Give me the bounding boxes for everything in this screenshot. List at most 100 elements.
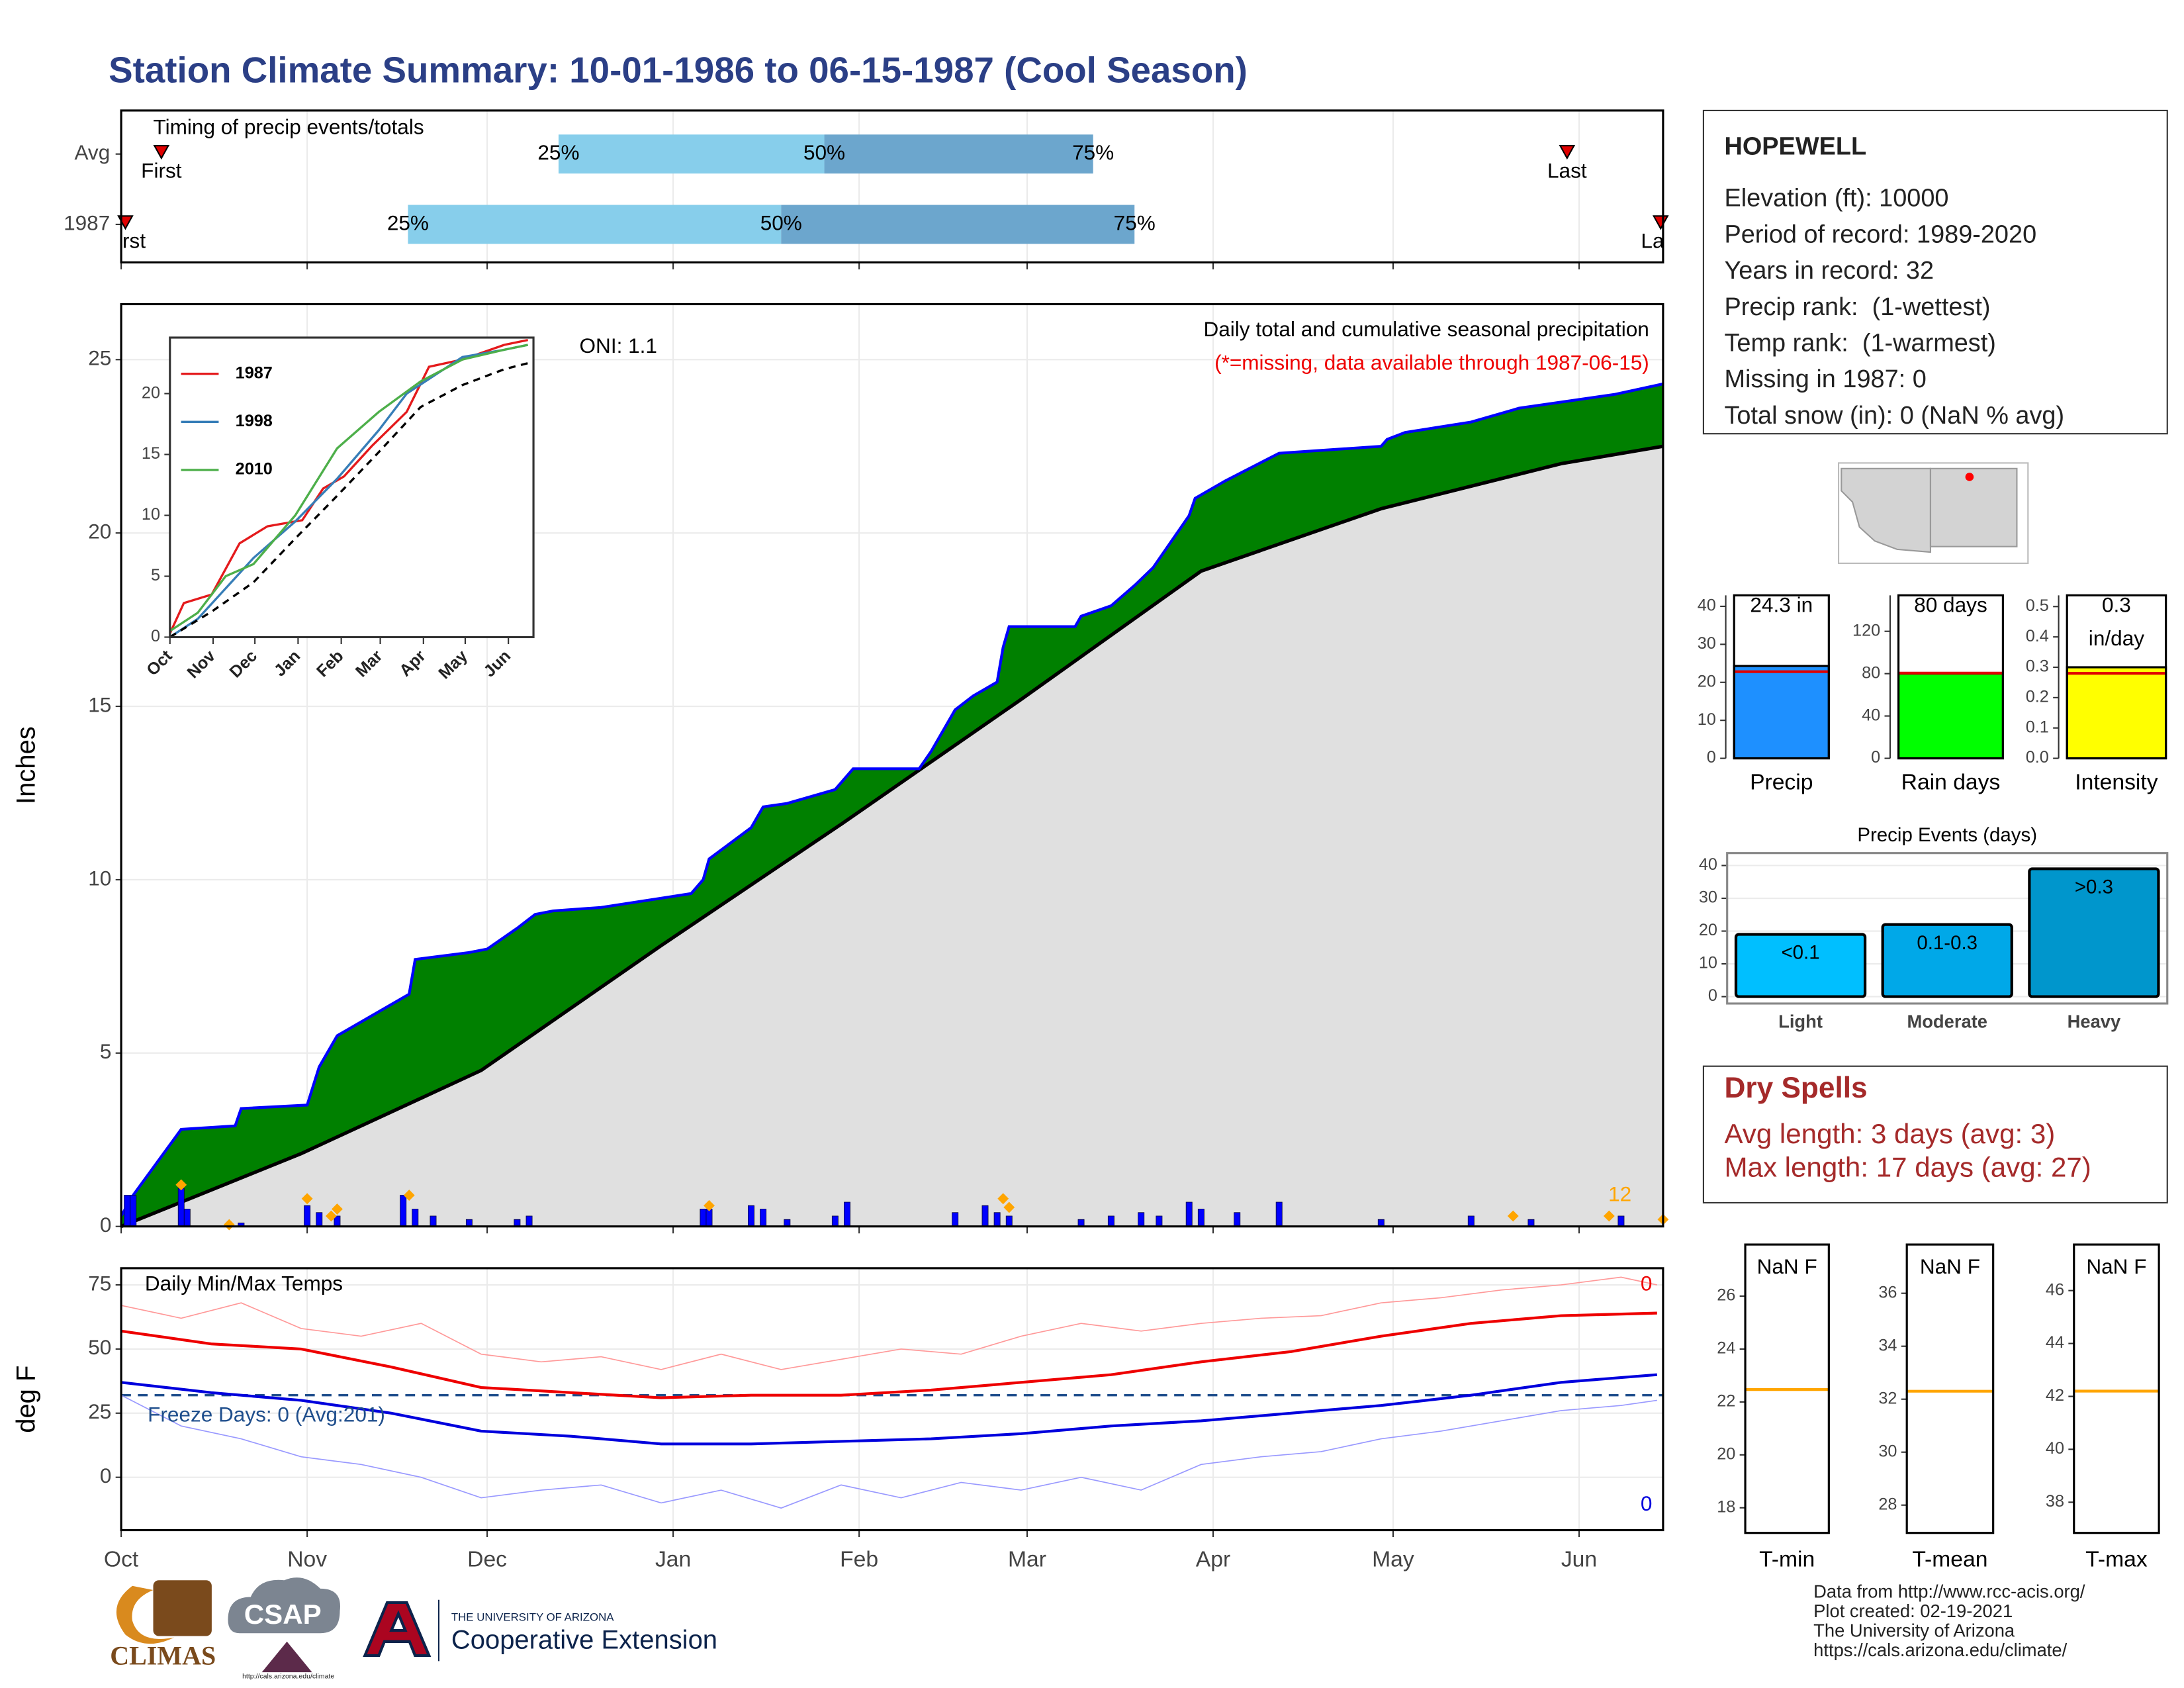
page-title: Station Climate Summary: 10-01-1986 to 0…: [109, 50, 1248, 91]
dry-spell-line: Avg length: 3 days (avg: 3): [1724, 1118, 2055, 1149]
average-area: [121, 446, 1663, 1227]
x-tick-label: May: [1372, 1548, 1414, 1572]
y-tick-label: 20: [142, 383, 160, 402]
y-tick-label: 80: [1862, 663, 1880, 682]
daily-bar: [130, 1195, 137, 1227]
plot-frame: [2073, 1243, 2160, 1534]
row-label: Avg: [74, 140, 110, 164]
y-tick-label: 0.5: [2026, 596, 2049, 615]
climas-text: CLIMAS: [110, 1640, 216, 1670]
station-line: Total snow (in): 0 (NaN % avg): [1724, 402, 2064, 430]
timing-label: Last: [1547, 158, 1587, 182]
y-tick-label: 10: [88, 866, 111, 890]
value-box: [1897, 594, 2004, 760]
daily-bar: [1617, 1215, 1625, 1227]
daily-bar: [952, 1212, 959, 1227]
flag-marker: [325, 1210, 337, 1222]
quartile-bar: [558, 134, 825, 174]
y-tick-label: 32: [1878, 1389, 1897, 1407]
event-range: 0.1-0.3: [1917, 932, 1978, 954]
temperature-line: [120, 1373, 1657, 1446]
x-tick-label: Light: [1778, 1011, 1823, 1032]
y-tick-label: 10: [1698, 710, 1716, 729]
series-line: [169, 344, 528, 638]
climas-mark: [153, 1580, 212, 1636]
station-name: HOPEWELL: [1724, 133, 1866, 161]
plot-background: [1907, 1244, 1993, 1533]
category-label: Rain days: [1901, 770, 2001, 794]
y-tick-label: 42: [2046, 1386, 2064, 1405]
map-state: [1929, 467, 2018, 547]
daily-bar: [760, 1209, 767, 1227]
daily-bar: [124, 1195, 131, 1227]
plot-background: [169, 337, 534, 637]
daily-bar: [831, 1215, 839, 1227]
category-label: T-max: [2085, 1548, 2148, 1572]
cumulative-line: [120, 382, 1664, 1217]
x-tick-label: Nov: [287, 1548, 327, 1572]
y-tick-label: 0: [1708, 986, 1717, 1005]
credit-line: Plot created: 02-19-2021: [1813, 1601, 2013, 1621]
timing-marker: [1652, 215, 1669, 230]
dry-spells-box: [1702, 1065, 2168, 1203]
plot-frame: [120, 109, 1664, 263]
quartile-bar: [824, 134, 1093, 174]
value-label: NaN F: [1920, 1254, 1980, 1278]
value-label: 80 days: [1914, 594, 1987, 618]
quartile-label: 75%: [1072, 140, 1114, 164]
y-tick-label: 0: [1707, 748, 1716, 767]
chart-title: Precip Events (days): [1857, 824, 2037, 846]
average-line: [120, 444, 1664, 1229]
station-line: Precip rank: (1-wettest): [1724, 293, 1990, 321]
y-tick-label: 120: [1852, 621, 1880, 639]
flag-marker: [301, 1193, 313, 1205]
daily-bar: [304, 1205, 311, 1227]
timing-marker: [153, 145, 170, 160]
station-location: [1965, 473, 1974, 481]
plot-frame: [120, 303, 1664, 1228]
legend-label: 2010: [236, 460, 273, 479]
daily-bar: [1185, 1201, 1193, 1227]
event-bar: [2028, 867, 2160, 998]
flag-marker: [1003, 1201, 1015, 1213]
logos: CLIMAS CSAP http://cals.arizona.edu/clim…: [110, 1577, 717, 1680]
y-tick-label: 0: [151, 627, 160, 645]
temperature-line: [120, 1276, 1657, 1370]
cold-days: 0: [1641, 1491, 1653, 1515]
chart-title: Daily Min/Max Temps: [145, 1271, 343, 1295]
category-label: T-mean: [1912, 1548, 1987, 1572]
y-tick-label: 0: [1871, 748, 1880, 767]
quartile-bar: [781, 205, 1135, 244]
daily-bar: [412, 1209, 419, 1227]
legend-label: 1987: [236, 363, 273, 382]
csap-cloud: [228, 1577, 340, 1634]
daily-bar: [183, 1209, 191, 1227]
csap-url: http://cals.arizona.edu/climate: [242, 1672, 334, 1680]
event-range: >0.3: [2075, 876, 2113, 898]
y-tick-label: 5: [100, 1039, 112, 1063]
plot-frame: [1726, 852, 2169, 1005]
plot-background: [121, 1268, 1663, 1530]
value-box: [2066, 594, 2167, 760]
station-box: [1702, 109, 2168, 435]
category-label: Intensity: [2075, 770, 2158, 794]
y-tick-label: 40: [1698, 596, 1716, 615]
y-axis-label: deg F: [12, 1366, 41, 1433]
y-tick-label: 10: [142, 505, 160, 524]
flag-count: 12: [1608, 1182, 1631, 1206]
x-tick-label: Feb: [840, 1548, 878, 1572]
value-label: NaN F: [2086, 1254, 2146, 1278]
value-label-box: 0.3 in/day: [2089, 594, 2144, 651]
y-tick-label: 10: [1699, 954, 1717, 972]
y-tick-label: 20: [1717, 1444, 1735, 1463]
row-label: 1987: [64, 211, 110, 234]
value-bar: [1897, 673, 2004, 760]
credit-line: https://cals.arizona.edu/climate/: [1813, 1640, 2067, 1660]
value-label-box: 24.3 in: [1750, 594, 1813, 618]
y-tick-label: 25: [88, 346, 111, 370]
daily-bar: [1467, 1215, 1475, 1227]
y-tick-label: 20: [1698, 672, 1716, 690]
credit-line: Data from http://www.rcc-acis.org/: [1813, 1581, 2085, 1601]
event-bar: [1881, 923, 2013, 998]
daily-bar: [1138, 1212, 1145, 1227]
